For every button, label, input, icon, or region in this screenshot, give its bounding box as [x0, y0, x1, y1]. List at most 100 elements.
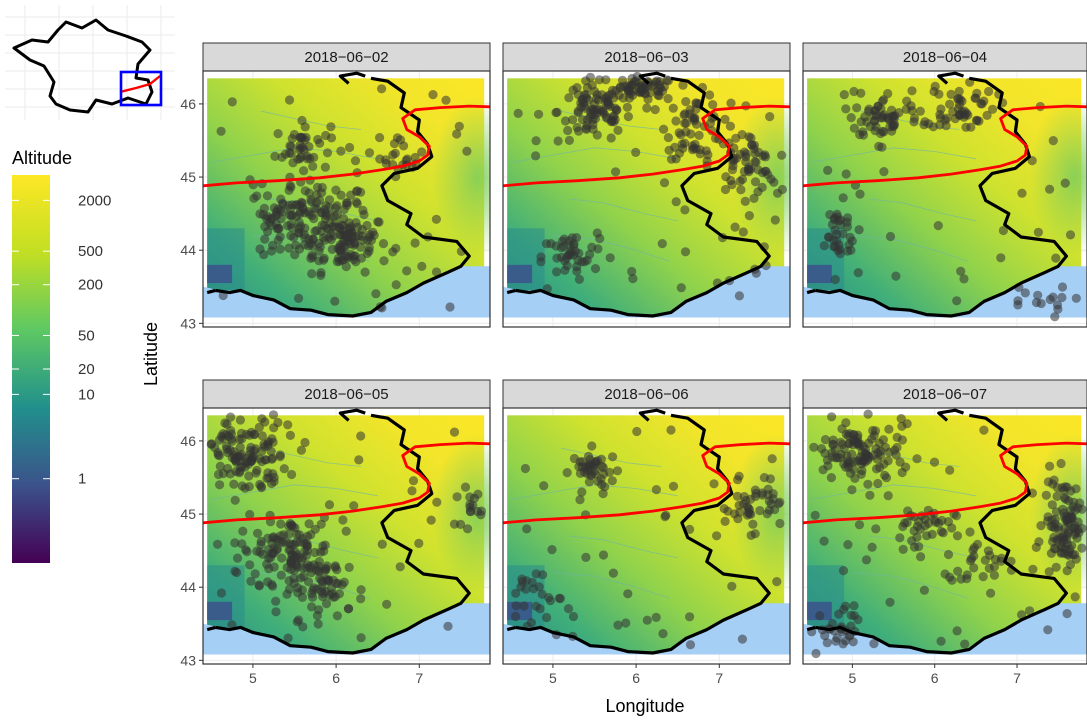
- observation-point: [341, 526, 351, 536]
- panel-frame: [802, 70, 1087, 328]
- observation-point: [654, 91, 664, 101]
- observation-point: [227, 436, 237, 446]
- observation-point: [965, 556, 976, 566]
- facet-panel-3: 2018−06−04: [802, 42, 1087, 328]
- observation-point: [946, 89, 956, 99]
- facet-strip: [802, 379, 1087, 409]
- observation-point: [299, 166, 309, 176]
- observation-point: [863, 106, 874, 116]
- observation-point: [1025, 606, 1035, 616]
- panel-frame: [202, 70, 491, 328]
- observation-point: [235, 442, 245, 452]
- observation-point: [982, 110, 992, 120]
- observation-point: [452, 492, 462, 502]
- observation-point: [681, 97, 691, 107]
- observation-point: [314, 567, 324, 577]
- observation-point: [321, 209, 331, 219]
- observation-point: [291, 537, 301, 548]
- observation-point: [934, 89, 944, 99]
- observation-point: [270, 151, 280, 161]
- observation-point: [234, 468, 244, 478]
- observation-point: [870, 126, 880, 136]
- y-tick-label: 46: [180, 96, 196, 112]
- observation-point: [848, 637, 858, 647]
- observation-point: [271, 607, 281, 617]
- observation-point: [552, 267, 562, 277]
- observation-point: [395, 562, 405, 572]
- facet-strip: [202, 379, 491, 409]
- observation-point: [388, 247, 398, 257]
- observation-point: [738, 499, 749, 509]
- observation-point: [726, 98, 736, 108]
- observation-point: [897, 435, 908, 445]
- observation-point: [252, 465, 262, 475]
- observation-point: [863, 479, 873, 489]
- observation-point: [316, 587, 327, 597]
- observation-point: [1041, 490, 1051, 500]
- observation-point: [750, 485, 761, 495]
- observation-point: [631, 147, 641, 157]
- observation-point: [765, 112, 775, 122]
- observation-point: [809, 442, 819, 452]
- observation-point: [511, 588, 521, 598]
- observation-point: [232, 567, 242, 578]
- observation-point: [371, 289, 381, 299]
- observation-point: [300, 186, 310, 196]
- observation-point: [663, 94, 673, 104]
- observation-point: [310, 547, 320, 558]
- observation-point: [894, 108, 904, 118]
- observation-point: [823, 165, 833, 175]
- coast-line: [206, 625, 216, 632]
- observation-point: [302, 545, 312, 556]
- observation-point: [226, 412, 236, 422]
- observation-point: [853, 615, 863, 625]
- observation-point: [511, 601, 521, 611]
- observation-point: [466, 507, 476, 517]
- observation-point: [846, 245, 856, 255]
- x-tick-label: 7: [415, 670, 423, 686]
- observation-point: [989, 562, 1000, 572]
- observation-point: [271, 596, 281, 606]
- observation-points: [513, 71, 788, 301]
- observation-point: [846, 113, 856, 123]
- facet-panel-5: 2018−06−06 5 6 7: [502, 379, 791, 686]
- observation-point: [1070, 505, 1080, 515]
- observation-point: [849, 601, 859, 611]
- border-line: [215, 76, 471, 318]
- observation-point: [284, 148, 295, 158]
- observation-point: [623, 112, 634, 122]
- observation-point: [766, 499, 776, 509]
- red-boundary-line: [503, 104, 790, 188]
- observation-point: [276, 570, 286, 580]
- observation-point: [289, 129, 299, 140]
- observation-point: [892, 442, 902, 453]
- observation-point: [251, 444, 261, 454]
- observation-point: [309, 583, 319, 593]
- sea-area: [203, 266, 490, 318]
- observation-point: [414, 538, 424, 549]
- observation-point: [834, 609, 844, 619]
- facet-strip: [502, 42, 791, 72]
- observation-point: [526, 618, 537, 628]
- observation-point: [757, 490, 768, 500]
- terrain-lowland: [431, 96, 490, 258]
- observation-point: [956, 574, 966, 584]
- observation-point: [324, 195, 335, 205]
- facet-panel-2: 2018−06−03: [502, 42, 791, 328]
- observation-point: [642, 103, 652, 113]
- observation-point: [245, 509, 255, 520]
- observation-point: [214, 435, 225, 445]
- legend-tick-label: 1: [78, 471, 86, 488]
- observation-point: [233, 553, 243, 563]
- red-boundary-line: [803, 441, 1087, 525]
- observation-point: [891, 271, 901, 281]
- observation-point: [230, 495, 240, 505]
- observation-point: [379, 256, 389, 266]
- observation-point: [535, 604, 545, 614]
- observation-point: [332, 565, 342, 575]
- observation-point: [336, 146, 346, 156]
- observation-point: [608, 568, 619, 578]
- observation-point: [621, 618, 631, 628]
- observation-point: [651, 612, 661, 623]
- observation-point: [330, 296, 340, 306]
